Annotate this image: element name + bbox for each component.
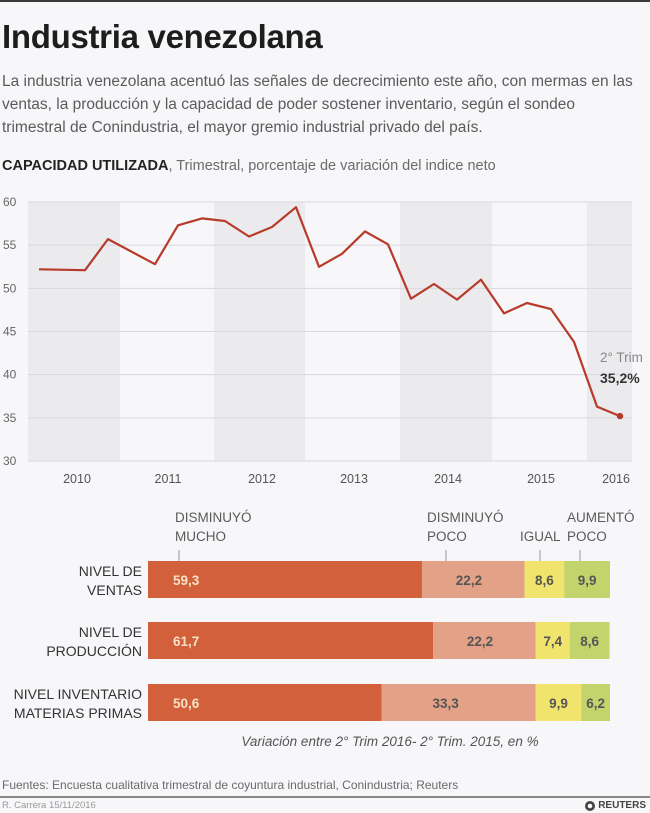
- legend-label: POCO: [427, 529, 467, 544]
- bar-value-label: 8,6: [580, 634, 599, 649]
- brand: REUTERS: [585, 800, 646, 811]
- bar-segment-disminuyó-mucho: [148, 684, 382, 721]
- chart-subhead: CAPACIDAD UTILIZADA, Trimestral, porcent…: [2, 158, 496, 174]
- y-tick-label: 35: [3, 411, 17, 425]
- bar-value-label: 9,9: [578, 573, 597, 588]
- y-tick-label: 45: [3, 325, 17, 339]
- row-label: NIVEL DE: [79, 624, 142, 640]
- bar-segment-disminuyó-mucho: [148, 622, 434, 659]
- bar-segment-disminuyó-poco: [433, 622, 536, 659]
- legend-label: MUCHO: [175, 529, 226, 544]
- stacked-bar-chart: DISMINUYÓ MUCHO DISMINUYÓ POCO IGUAL AUMENTÓ P…: [14, 510, 635, 721]
- legend-item: DISMINUYÓ MUCHO: [175, 510, 252, 562]
- bar-row: NIVEL INVENTARIO MATERIAS PRIMAS 50,6 33,3 9…: [14, 684, 610, 721]
- x-tick-label: 2014: [434, 472, 462, 486]
- bar-segment-igual: [535, 684, 582, 721]
- y-tick-label: 55: [3, 238, 17, 252]
- legend-label: DISMINUYÓ: [427, 510, 504, 525]
- bar-row: NIVEL DE PRODUCCIÓN 61,7 22,2 7,4 8,6: [46, 622, 610, 659]
- series-line-capacidad: [38, 206, 621, 418]
- row-label: MATERIAS PRIMAS: [14, 705, 142, 721]
- chart-subtitle: , Trimestral, porcentaje de variación de…: [168, 158, 496, 174]
- annotation-label: 2° Trim: [600, 350, 643, 365]
- top-border: [0, 0, 650, 2]
- bar-value-label: 6,2: [586, 696, 605, 711]
- bar-value-label: 33,3: [433, 696, 460, 711]
- legend-label: POCO: [567, 529, 607, 544]
- bar-segment-igual: [535, 622, 570, 659]
- x-axis: 2010 2011 2012 2013 2014 2015 2016: [63, 472, 630, 486]
- bar-segment-aumentó-poco: [581, 684, 610, 721]
- y-tick-label: 60: [3, 195, 17, 209]
- legend-item: IGUAL: [520, 529, 561, 562]
- row-label: NIVEL DE: [79, 563, 142, 579]
- gridlines: [28, 201, 632, 462]
- y-tick-label: 50: [3, 281, 17, 295]
- end-point-marker: [616, 412, 624, 420]
- x-tick-label: 2015: [527, 472, 555, 486]
- row-label: NIVEL INVENTARIO: [14, 686, 142, 702]
- bar-value-label: 50,6: [173, 696, 200, 711]
- bar-value-label: 22,2: [456, 573, 482, 588]
- footer-rule: [0, 796, 650, 798]
- bar-value-label: 61,7: [173, 634, 199, 649]
- bar-segment-disminuyó-poco: [381, 684, 536, 721]
- x-tick-label: 2011: [155, 472, 182, 486]
- x-tick-label: 2013: [340, 472, 368, 486]
- bar-legend: DISMINUYÓ MUCHO DISMINUYÓ POCO IGUAL AUMENTÓ P…: [175, 510, 635, 562]
- y-tick-label: 30: [3, 454, 17, 468]
- x-tick-label: 2010: [63, 472, 91, 486]
- bar-rows: NIVEL DE VENTAS 59,3 22,2 8,6 9,9 NIVEL DE PROD…: [14, 561, 610, 721]
- legend-label: AUMENTÓ: [567, 510, 635, 525]
- source-text: Fuentes: Encuesta cualitativa trimestral…: [2, 778, 459, 792]
- bar-value-label: 22,2: [467, 634, 493, 649]
- annotation-value: 35,2%: [600, 370, 640, 386]
- bar-value-label: 8,6: [535, 573, 554, 588]
- x-tick-label: 2016: [602, 472, 630, 486]
- intro-text: La industria venezolana acentuó las seña…: [2, 73, 633, 136]
- row-label: VENTAS: [87, 582, 142, 598]
- legend-label: IGUAL: [520, 529, 561, 544]
- legend-item: AUMENTÓ POCO: [567, 510, 635, 562]
- y-tick-label: 40: [3, 368, 17, 382]
- y-axis: 30 35 40 45 50 55 60: [3, 195, 17, 468]
- credit-text: R. Carrera 15/11/2016: [2, 800, 96, 811]
- bar-value-label: 59,3: [173, 573, 200, 588]
- bar-value-label: 9,9: [549, 696, 568, 711]
- legend-label: DISMINUYÓ: [175, 510, 252, 525]
- row-label: PRODUCCIÓN: [46, 643, 142, 659]
- bar-note: Variación entre 2° Trim 2016- 2° Trim. 2…: [241, 734, 539, 749]
- bar-value-label: 7,4: [543, 634, 562, 649]
- legend-item: DISMINUYÓ POCO: [427, 510, 504, 562]
- reuters-logo-icon: [585, 800, 596, 811]
- bar-segment-aumentó-poco: [569, 622, 610, 659]
- page-title: Industria venezolana: [2, 18, 323, 55]
- bar-segment-disminuyó-poco: [421, 561, 525, 598]
- bar-row: NIVEL DE VENTAS 59,3 22,2 8,6 9,9: [79, 561, 610, 598]
- bar-segment-igual: [524, 561, 565, 598]
- bar-segment-aumentó-poco: [564, 561, 610, 598]
- x-tick-label: 2012: [248, 472, 276, 486]
- bar-segment-disminuyó-mucho: [148, 561, 422, 598]
- brand-name: REUTERS: [598, 800, 646, 811]
- chart-title: CAPACIDAD UTILIZADA: [2, 158, 169, 174]
